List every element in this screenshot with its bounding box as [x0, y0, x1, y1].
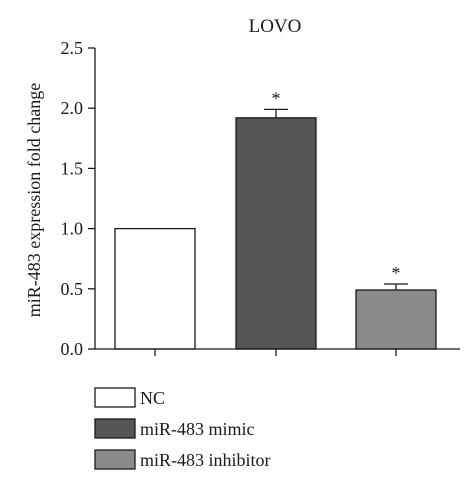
legend-swatch-1 [94, 418, 136, 439]
bar-1 [235, 117, 317, 350]
legend-swatch-2 [94, 449, 136, 470]
chart-title: LOVO [249, 16, 302, 37]
bar-2 [355, 289, 437, 350]
legend-label-1: miR-483 mimic [140, 419, 255, 439]
y-tick-label: 2.0 [61, 98, 84, 118]
y-axis-ticks: 0.0 0.5 1.0 1.5 2.0 2.5 [61, 38, 95, 359]
y-tick-label: 0.5 [61, 279, 84, 299]
y-axis-label: miR-483 expression fold change [24, 83, 44, 317]
y-tick-label: 1.0 [61, 219, 84, 239]
bars: ** [114, 88, 437, 350]
significance-marker-1: * [272, 88, 281, 108]
legend-swatch-0 [94, 387, 136, 408]
y-tick-label: 1.5 [61, 158, 84, 178]
legend-label-2: miR-483 inhibitor [140, 450, 271, 470]
bar-0 [114, 227, 196, 350]
significance-marker-2: * [392, 263, 401, 283]
axes [94, 48, 460, 356]
y-tick-label: 0.0 [61, 339, 84, 359]
legend-label-0: NC [140, 388, 165, 408]
legend: NC miR-483 mimic miR-483 inhibitor [94, 387, 271, 470]
y-tick-label: 2.5 [61, 38, 84, 58]
